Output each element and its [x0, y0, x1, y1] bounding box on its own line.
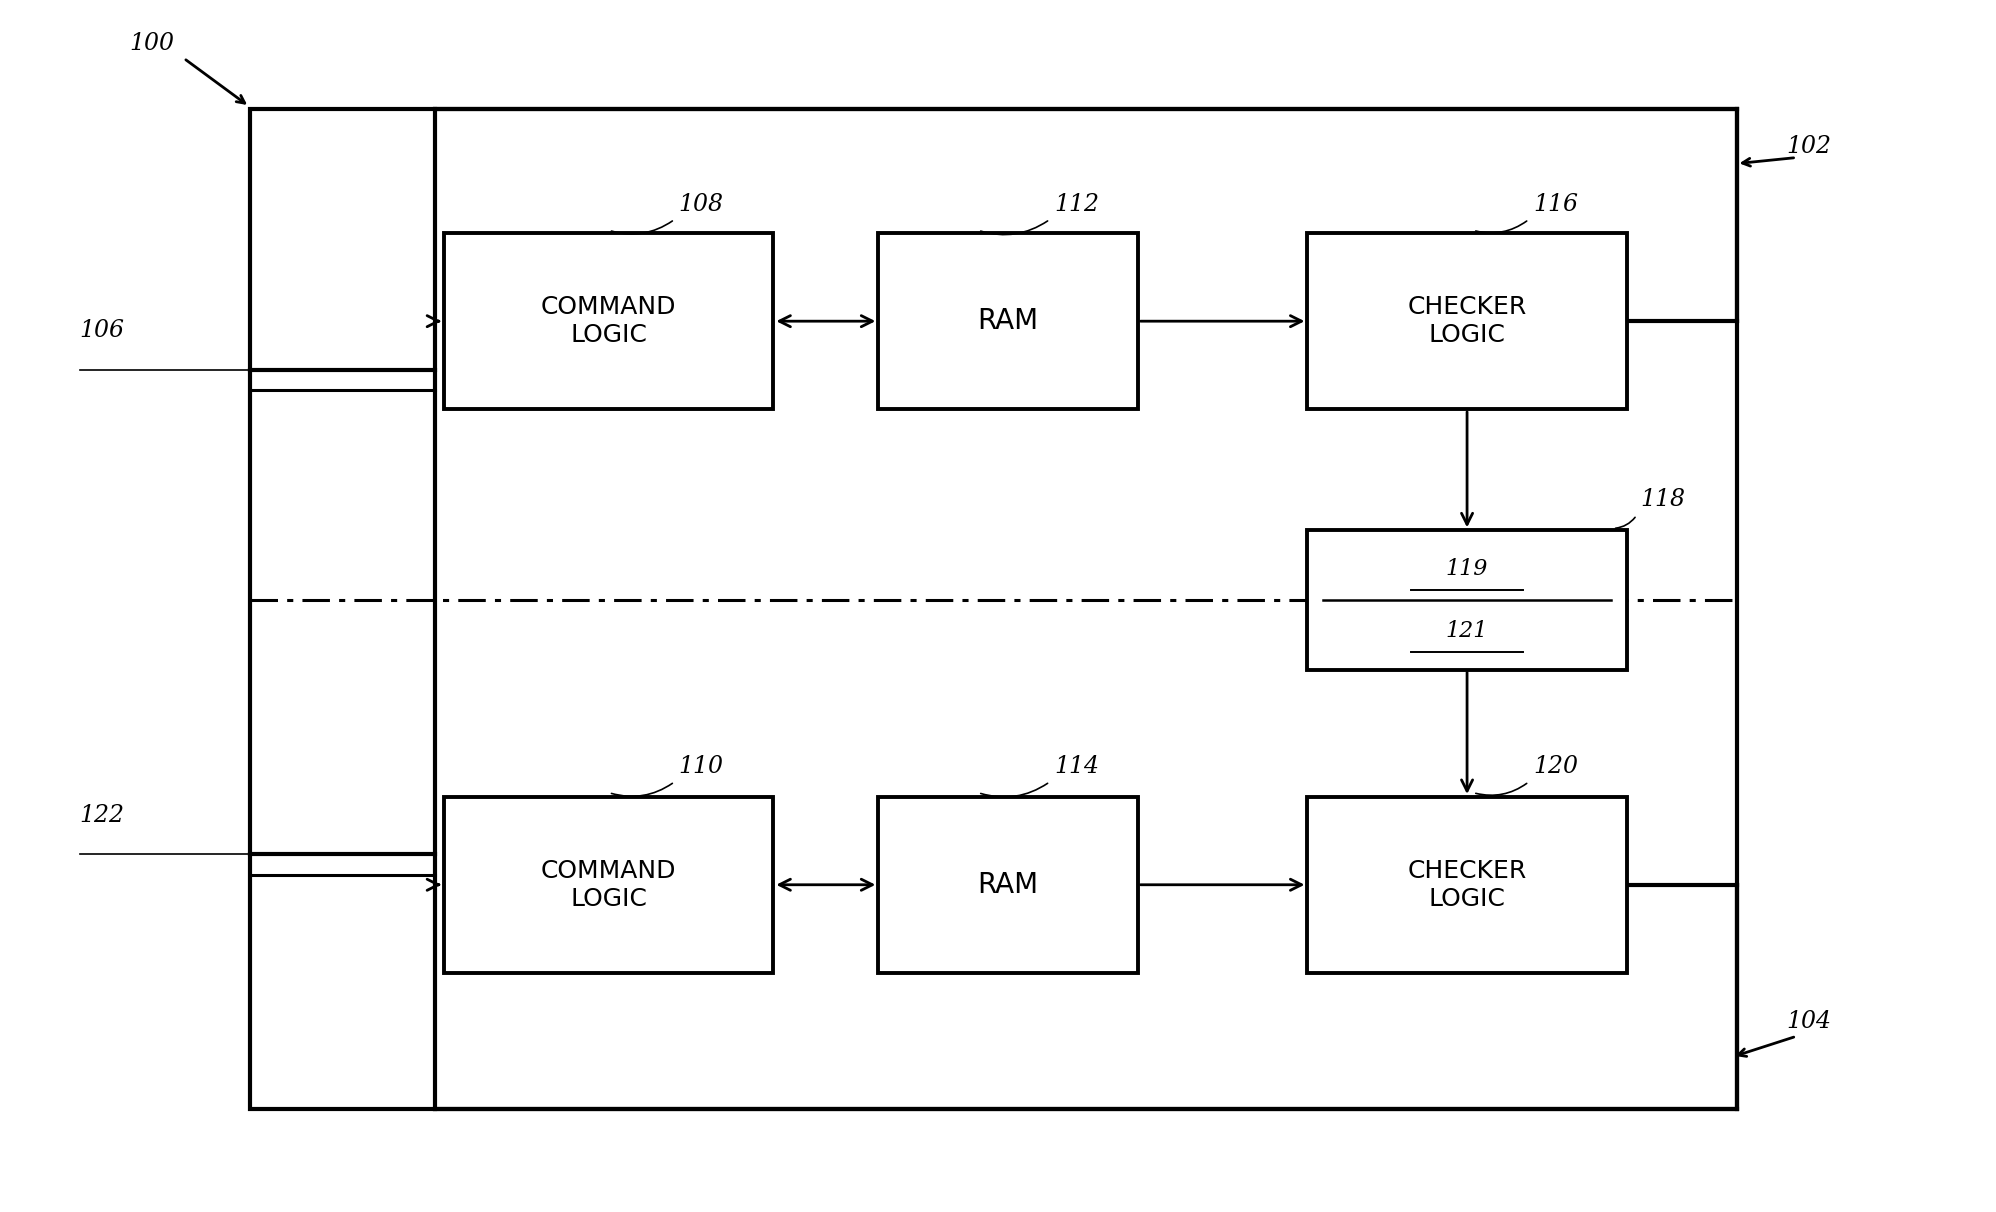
Text: CHECKER
LOGIC: CHECKER LOGIC [1407, 296, 1527, 347]
Text: 104: 104 [1786, 1010, 1832, 1033]
Text: 100: 100 [130, 32, 176, 55]
Text: 108: 108 [679, 193, 725, 216]
Text: 112: 112 [1054, 193, 1100, 216]
Bar [250, 109, 1737, 1109]
Text: 119: 119 [1445, 559, 1489, 581]
Text: 106: 106 [80, 319, 126, 342]
Text: 102: 102 [1786, 135, 1832, 158]
Text: 121: 121 [1445, 619, 1489, 641]
Text: 114: 114 [1054, 755, 1100, 778]
Bar [878, 797, 1138, 972]
Text: 110: 110 [679, 755, 725, 778]
Bar [1307, 233, 1627, 410]
Bar [878, 233, 1138, 410]
Text: 120: 120 [1533, 755, 1579, 778]
Text: 118: 118 [1641, 488, 1687, 511]
Bar [443, 233, 772, 410]
Text: 116: 116 [1533, 193, 1579, 216]
Bar [1307, 531, 1627, 669]
Text: COMMAND
LOGIC: COMMAND LOGIC [541, 296, 677, 347]
Text: CHECKER
LOGIC: CHECKER LOGIC [1407, 859, 1527, 910]
Bar [443, 797, 772, 972]
Text: RAM: RAM [978, 870, 1038, 899]
Text: COMMAND
LOGIC: COMMAND LOGIC [541, 859, 677, 910]
Text: RAM: RAM [978, 307, 1038, 336]
Text: 122: 122 [80, 804, 126, 827]
Bar [1307, 797, 1627, 972]
